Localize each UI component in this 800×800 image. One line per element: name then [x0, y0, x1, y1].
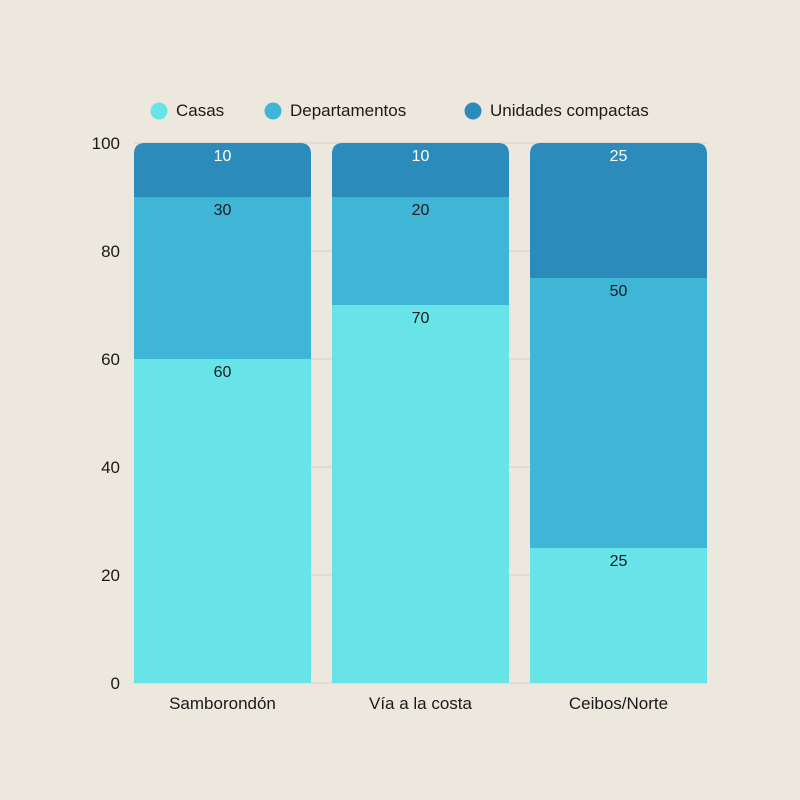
data-label: 70	[412, 310, 430, 327]
legend-marker	[150, 102, 168, 120]
bars	[134, 143, 707, 683]
legend-label: Casas	[176, 101, 224, 120]
bar-segment	[134, 359, 311, 683]
x-axis: Samborondón Vía a la costa Ceibos/Norte	[169, 694, 668, 713]
bar-segment	[332, 143, 509, 197]
data-label: 50	[610, 283, 628, 300]
legend-label: Unidades compactas	[490, 101, 649, 120]
legend-marker	[264, 102, 282, 120]
bar-segment	[332, 197, 509, 305]
bar-group	[332, 143, 509, 683]
data-labels: 60 30 10 70 20 10 25 50 25	[214, 148, 628, 570]
legend-label: Departamentos	[290, 101, 406, 120]
bar-segment	[530, 548, 707, 683]
legend-marker	[464, 102, 482, 120]
data-label: 10	[412, 148, 430, 165]
y-tick-label: 20	[101, 566, 120, 585]
y-axis: 0 20 40 60 80 100	[92, 134, 120, 693]
data-label: 25	[610, 148, 628, 165]
x-tick-label: Vía a la costa	[369, 694, 473, 713]
y-tick-label: 40	[101, 458, 120, 477]
y-tick-label: 0	[111, 674, 120, 693]
legend: Casas Departamentos Unidades compactas	[150, 101, 649, 120]
x-tick-label: Ceibos/Norte	[569, 694, 668, 713]
data-label: 10	[214, 148, 232, 165]
bar-segment	[530, 278, 707, 548]
data-label: 30	[214, 202, 232, 219]
y-tick-label: 100	[92, 134, 120, 153]
y-tick-label: 60	[101, 350, 120, 369]
data-label: 25	[610, 553, 628, 570]
x-tick-label: Samborondón	[169, 694, 276, 713]
bar-segment	[530, 143, 707, 278]
y-tick-label: 80	[101, 242, 120, 261]
bar-group	[530, 143, 707, 683]
bar-segment	[332, 305, 509, 683]
data-label: 60	[214, 364, 232, 381]
bar-group	[134, 143, 311, 683]
bar-segment	[134, 143, 311, 197]
data-label: 20	[412, 202, 430, 219]
bar-segment	[134, 197, 311, 359]
